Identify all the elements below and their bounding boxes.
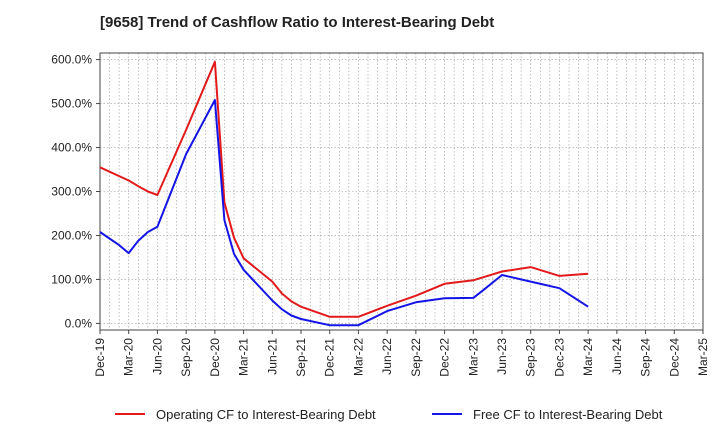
x-tick-label: Sep-24: [639, 338, 653, 377]
x-tick-label: Sep-23: [524, 338, 538, 377]
x-tick-label: Sep-21: [294, 338, 308, 377]
y-tick-label: 500.0%: [51, 97, 92, 111]
x-tick-label: Mar-21: [237, 338, 251, 376]
legend-label: Operating CF to Interest-Bearing Debt: [156, 407, 376, 422]
x-tick-label: Jun-22: [380, 338, 394, 375]
x-tick-label: Sep-20: [179, 338, 193, 377]
x-tick-label: Jun-20: [150, 338, 164, 375]
x-tick-label: Mar-23: [466, 338, 480, 376]
legend-label: Free CF to Interest-Bearing Debt: [473, 407, 663, 422]
legend: Operating CF to Interest-Bearing Debt Fre…: [115, 407, 663, 422]
x-tick-label: Dec-20: [208, 338, 222, 377]
x-tick-label: Mar-20: [122, 338, 136, 376]
x-tick-label: Dec-23: [552, 338, 566, 377]
y-tick-label: 600.0%: [51, 53, 92, 67]
chart-title: [9658] Trend of Cashflow Ratio to Intere…: [100, 14, 495, 31]
y-tick-label: 300.0%: [51, 185, 92, 199]
y-tick-label: 200.0%: [51, 228, 92, 242]
y-axis-ticks: 0.0% 100.0% 200.0% 300.0% 400.0% 500.0% 600.0%: [51, 53, 100, 330]
x-tick-label: Dec-21: [323, 338, 337, 377]
x-tick-label: Jun-21: [265, 338, 279, 375]
x-tick-label: Jun-23: [495, 338, 509, 375]
x-tick-label: Sep-22: [409, 338, 423, 377]
y-tick-label: 400.0%: [51, 141, 92, 155]
series-line-free-cf: [99, 99, 589, 327]
grid-layer: [100, 53, 703, 330]
series-line-operating-cf: [99, 60, 589, 318]
y-tick-label: 100.0%: [51, 272, 92, 286]
x-tick-label: Mar-22: [351, 338, 365, 376]
series-layer: [99, 60, 589, 327]
y-tick-label: 0.0%: [65, 316, 93, 330]
x-tick-label: Mar-24: [581, 338, 595, 376]
x-tick-label: Dec-19: [93, 338, 107, 377]
x-tick-label: Dec-24: [667, 338, 681, 377]
x-axis-ticks: Dec-19 Mar-20 Jun-20 Sep-20 Dec-20 Mar-21 Jun-…: [93, 330, 710, 377]
x-tick-label: Mar-25: [696, 338, 710, 376]
x-tick-label: Jun-24: [610, 338, 624, 375]
x-tick-label: Dec-22: [438, 338, 452, 377]
